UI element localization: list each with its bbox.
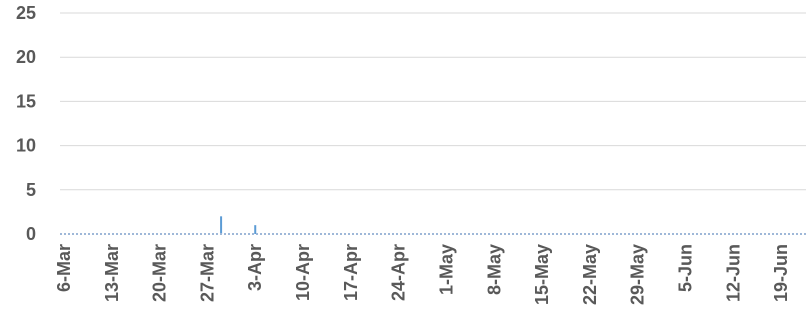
gridlines xyxy=(60,12,806,191)
y-axis-ticks: 0 5 10 15 20 25 xyxy=(16,3,36,244)
x-tick-label: 19-Jun xyxy=(771,244,791,302)
y-tick-label: 5 xyxy=(26,180,36,200)
x-tick-label: 10-Apr xyxy=(293,244,313,301)
x-tick-label: 29-May xyxy=(628,244,648,305)
bars xyxy=(220,216,257,234)
y-tick-label: 15 xyxy=(16,91,36,111)
x-tick-label: 3-Apr xyxy=(245,244,265,291)
y-tick-label: 0 xyxy=(26,224,36,244)
x-tick-label: 24-Apr xyxy=(389,244,409,301)
x-tick-label: 5-Jun xyxy=(676,244,696,292)
bar xyxy=(254,225,257,234)
x-tick-label: 22-May xyxy=(580,244,600,305)
y-tick-label: 20 xyxy=(16,47,36,67)
x-tick-label: 17-Apr xyxy=(341,244,361,301)
x-tick-label: 1-May xyxy=(436,244,456,295)
x-tick-label: 15-May xyxy=(532,244,552,305)
x-tick-label: 8-May xyxy=(484,244,504,295)
x-tick-label: 12-Jun xyxy=(723,244,743,302)
x-tick-label: 20-Mar xyxy=(150,244,170,302)
x-tick-label: 6-Mar xyxy=(54,244,74,292)
x-axis-ticks: 6-Mar 13-Mar 20-Mar 27-Mar 3-Apr 10-Apr 17-Apr… xyxy=(54,244,791,305)
bar xyxy=(220,216,223,234)
x-tick-label: 13-Mar xyxy=(102,244,122,302)
x-tick-label: 27-Mar xyxy=(197,244,217,302)
y-tick-label: 25 xyxy=(16,3,36,23)
y-tick-label: 10 xyxy=(16,136,36,156)
